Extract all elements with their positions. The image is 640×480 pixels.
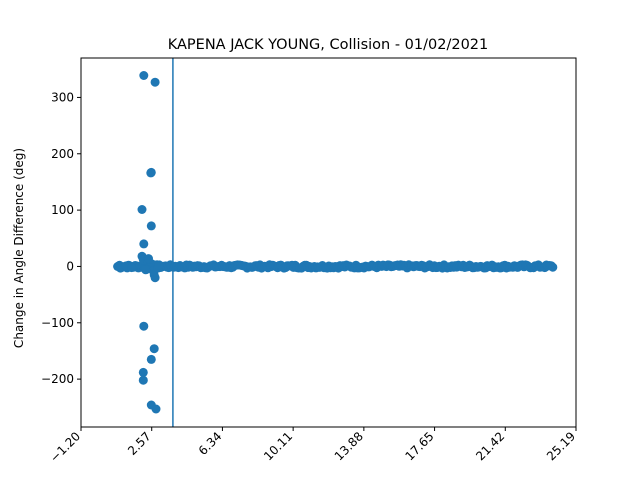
x-tick-label: −1.20 — [47, 429, 83, 465]
data-point — [146, 221, 156, 231]
x-tick-label: 21.42 — [473, 429, 507, 463]
data-point — [149, 344, 159, 354]
data-point — [139, 239, 149, 249]
y-tick-label: 200 — [51, 147, 74, 161]
plot-frame — [80, 57, 577, 428]
data-point — [139, 71, 149, 80]
data-point — [151, 404, 161, 414]
data-point — [137, 205, 147, 214]
y-tick-label: −100 — [41, 316, 74, 330]
x-tick-label: 17.65 — [402, 429, 436, 463]
data-point — [150, 273, 160, 283]
plot-background — [81, 58, 576, 427]
data-band — [113, 260, 558, 273]
data-point — [127, 263, 137, 273]
x-tick-label: 13.88 — [332, 429, 366, 463]
y-tick-label: 300 — [51, 90, 74, 104]
data-point — [146, 168, 156, 178]
data-point — [154, 260, 164, 270]
x-tick-label: 2.57 — [125, 429, 154, 458]
data-point — [146, 354, 156, 364]
data-point — [139, 321, 149, 331]
axes-frame — [80, 57, 577, 428]
x-tick-label: 10.11 — [261, 429, 295, 463]
x-tick-label: 6.34 — [196, 429, 225, 458]
y-axis-ticks: −200 −100 0 100 200 300 — [41, 90, 81, 386]
y-tick-label: −200 — [41, 372, 74, 386]
y-axis-label: Change in Angle Difference (deg) — [12, 148, 26, 348]
chart-title: KAPENA JACK YOUNG, Collision - 01/02/202… — [168, 37, 489, 53]
data-point — [138, 375, 148, 385]
data-point — [144, 254, 153, 264]
data-point — [141, 265, 151, 275]
y-tick-label: 100 — [51, 203, 74, 217]
plot-area — [81, 58, 576, 427]
x-axis-ticks: −1.20 2.57 6.34 10.11 13.88 17.65 21.42 25.19 — [47, 427, 578, 465]
data-point — [138, 367, 148, 377]
data-point — [150, 77, 160, 87]
x-tick-label: 25.19 — [544, 429, 578, 463]
y-tick-label: 0 — [66, 259, 74, 273]
band-point — [548, 262, 558, 272]
data-points — [115, 71, 164, 414]
